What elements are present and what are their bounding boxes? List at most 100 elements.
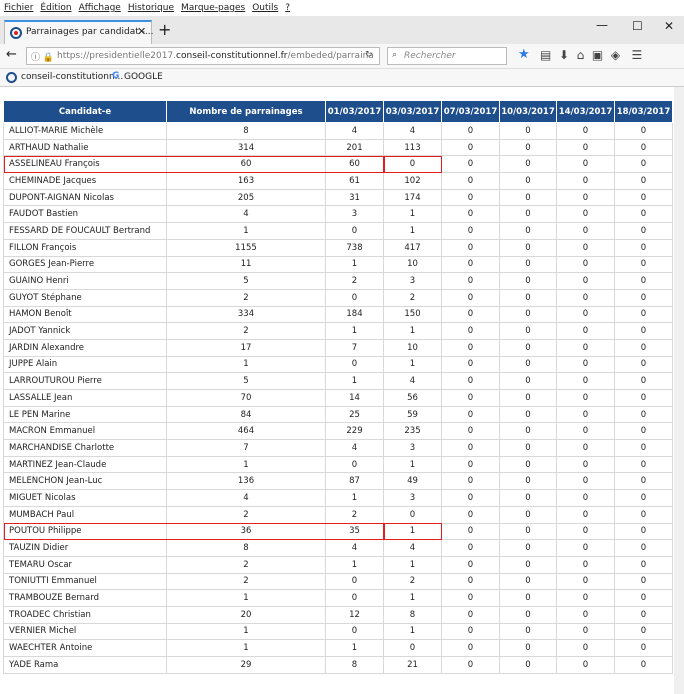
count-cell: 0: [325, 455, 384, 474]
candidate-name: WAECHTER Antoine: [3, 639, 167, 657]
candidate-name: FESSARD DE FOUCAULT Bertrand: [3, 222, 167, 240]
count-cell: 0: [325, 355, 384, 374]
count-cell: 0: [441, 455, 500, 474]
count-cell: 163: [166, 172, 326, 190]
count-cell: 464: [166, 422, 326, 441]
count-cell: 0: [441, 122, 500, 140]
count-cell: 0: [441, 622, 500, 641]
count-cell: 2: [166, 572, 326, 591]
count-cell: 0: [441, 422, 500, 441]
count-cell: 0: [441, 322, 500, 340]
count-cell: 1: [325, 555, 384, 574]
nav-bar: ← ⓘ 🔒 https://presidentielle2017.conseil…: [0, 44, 684, 69]
new-tab[interactable]: +: [158, 20, 172, 39]
count-cell: 0: [614, 272, 673, 290]
count-cell: 1: [383, 589, 442, 607]
url-domain: conseil-constitutionnel.fr: [176, 51, 288, 61]
count-cell: 8: [325, 656, 384, 674]
count-cell: 59: [383, 405, 442, 424]
menu-item[interactable]: Historique: [127, 3, 174, 13]
count-cell: 60: [325, 155, 384, 174]
menu-item[interactable]: Marque-pages: [181, 3, 246, 13]
maximize[interactable]: ☐: [632, 19, 643, 33]
table-row: TRAMBOUZE Bernard 1 0 1 0 0 0 0: [3, 589, 673, 607]
table-row: MACRON Emmanuel 464 229 235 0 0 0 0: [3, 422, 673, 441]
menu-item[interactable]: Édition: [40, 3, 72, 13]
menu-item[interactable]: Fichier: [4, 3, 34, 13]
count-cell: 1: [383, 455, 442, 474]
count-cell: 0: [614, 305, 673, 324]
count-cell: 3: [383, 489, 442, 507]
menu-item[interactable]: ?: [285, 3, 290, 13]
count-cell: 14: [325, 389, 384, 407]
count-cell: 0: [441, 656, 500, 674]
count-cell: 1: [166, 455, 326, 474]
scrollbar[interactable]: [674, 87, 684, 694]
table-row: POUTOU Philippe 36 35 1 0 0 0 0: [3, 522, 673, 541]
bookmarks-bar: conseil-constitutionn... G GOOGLE: [0, 69, 684, 87]
count-cell: 0: [614, 238, 673, 257]
count-cell: 2: [166, 322, 326, 340]
count-cell: 2: [166, 288, 326, 307]
count-cell: 1: [325, 639, 384, 657]
count-cell: 0: [556, 355, 615, 374]
count-cell: 0: [441, 372, 500, 390]
table-row: YADE Rama 29 8 21 0 0 0 0: [3, 656, 673, 674]
count-cell: 1: [166, 622, 326, 641]
count-cell: 0: [499, 172, 557, 190]
bookmark-icon: [6, 72, 17, 83]
count-cell: 0: [556, 255, 615, 274]
count-cell: 0: [441, 472, 500, 491]
count-cell: 84: [166, 405, 326, 424]
count-cell: 11: [166, 255, 326, 274]
minimize[interactable]: —: [596, 18, 608, 32]
info-icon[interactable]: ⓘ 🔒: [31, 53, 55, 63]
bookmark[interactable]: GOOGLE: [124, 72, 163, 82]
tab-title: Parrainages par candidat -...: [26, 27, 154, 37]
close-window[interactable]: ✕: [664, 19, 675, 33]
count-cell: 0: [556, 455, 615, 474]
count-cell: 0: [499, 255, 557, 274]
bookmark[interactable]: conseil-constitutionn...: [21, 72, 124, 82]
table-row: GORGES Jean-Pierre 11 1 10 0 0 0 0: [3, 255, 673, 274]
count-cell: 0: [614, 589, 673, 607]
count-cell: 0: [325, 222, 384, 240]
count-cell: 0: [383, 639, 442, 657]
count-cell: 0: [614, 288, 673, 307]
count-cell: 0: [556, 589, 615, 607]
menu-item[interactable]: Affichage: [78, 3, 121, 13]
count-cell: 174: [383, 188, 442, 207]
candidate-name: JARDIN Alexandre: [3, 338, 167, 357]
table-row: HAMON Benoît 334 184 150 0 0 0 0: [3, 305, 673, 324]
count-cell: 0: [614, 355, 673, 374]
count-cell: 1: [383, 555, 442, 574]
candidate-name: YADE Rama: [3, 656, 167, 674]
count-cell: 0: [499, 639, 557, 657]
reload-button[interactable]: ↻: [365, 50, 373, 60]
candidate-name: TRAMBOUZE Bernard: [3, 589, 167, 607]
toolbar-icons[interactable]: ▤ ⬇ ⌂ ▣ ◈ ☰: [540, 48, 643, 62]
count-cell: 0: [614, 439, 673, 457]
count-cell: 0: [614, 455, 673, 474]
count-cell: 3: [383, 272, 442, 290]
back-button[interactable]: ←: [6, 47, 17, 62]
count-cell: 25: [325, 405, 384, 424]
count-cell: 738: [325, 238, 384, 257]
count-cell: 0: [441, 355, 500, 374]
bookmark-star[interactable]: ★: [518, 47, 530, 62]
table-row: GUYOT Stéphane 2 0 2 0 0 0 0: [3, 288, 673, 307]
count-cell: 35: [325, 522, 384, 541]
candidate-name: MUMBACH Paul: [3, 505, 167, 524]
menu-item[interactable]: Outils: [252, 3, 279, 13]
tab-close[interactable]: ✕: [137, 25, 147, 38]
tab[interactable]: Parrainages par candidat -... ✕: [4, 20, 154, 44]
table-row: ALLIOT-MARIE Michèle 8 4 4 0 0 0 0: [3, 122, 673, 140]
search-bar[interactable]: ⌕ Rechercher: [387, 47, 507, 65]
count-cell: 184: [325, 305, 384, 324]
count-cell: 0: [556, 372, 615, 390]
count-cell: 0: [441, 255, 500, 274]
count-cell: 0: [556, 188, 615, 207]
url-bar[interactable]: ⓘ 🔒 https://presidentielle2017.conseil-c…: [26, 47, 380, 65]
candidate-name: TROADEC Christian: [3, 605, 167, 624]
count-cell: 31: [325, 188, 384, 207]
